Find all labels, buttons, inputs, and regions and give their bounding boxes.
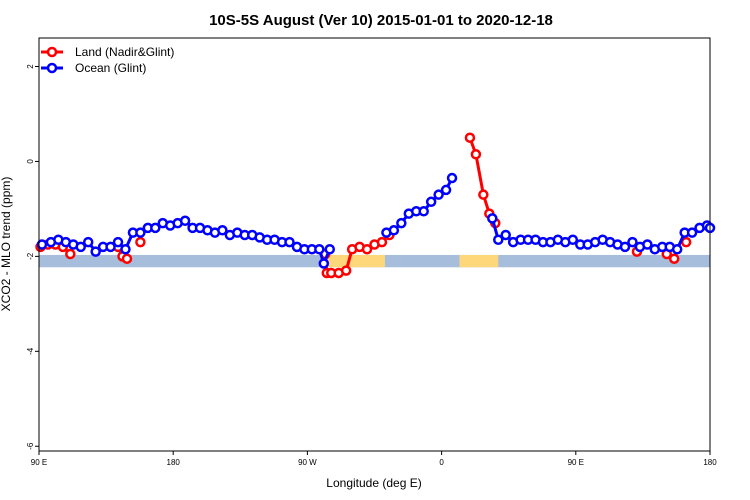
series-0-point-1-2: [121, 253, 133, 264]
series-1-point-0-9: [105, 241, 116, 253]
legend-swatch-ocean-marker: [46, 62, 58, 74]
legend-label-land: Land (Nadir&Glint): [75, 45, 174, 59]
series-1-point-1-5: [418, 206, 429, 217]
series-1-point-2-21: [642, 239, 653, 250]
series-1-point-0-6: [82, 236, 94, 248]
series-1-point-0-39: [324, 243, 336, 255]
series-1-point-0-15: [150, 222, 161, 234]
y-tick-label-2: -2: [26, 252, 35, 260]
x-tick-label-4: 90 E: [568, 458, 584, 467]
series-1-point-2-27: [686, 227, 698, 238]
series-1-point-0-38: [318, 258, 330, 269]
series-1-point-0-19: [179, 215, 191, 227]
series-0-point-2-0: [135, 236, 146, 248]
x-axis: 90 E 180 90 W 0 90 E 180: [31, 451, 717, 467]
series-0-point-0-4: [65, 248, 76, 260]
x-tick-label-5: 180: [703, 458, 717, 467]
band-layer: [39, 254, 710, 268]
series-0-point-4-0: [464, 132, 476, 143]
series-1-point-1-7: [433, 189, 444, 200]
y-axis-label: XCO2 - MLO trend (ppm): [0, 177, 13, 312]
legend-label-ocean: Ocean (Glint): [75, 61, 146, 75]
legend-item-ocean: Ocean (Glint): [41, 61, 146, 75]
series-0-point-4-2: [478, 189, 489, 200]
series-1-point-1-2: [396, 217, 407, 229]
chart-title: 10S-5S August (Ver 10) 2015-01-01 to 202…: [209, 12, 553, 29]
series-0-point-3-4: [340, 265, 352, 276]
series-1-point-1-1: [388, 225, 400, 236]
series-1-point-1-8: [440, 184, 452, 196]
series-1-point-2-0: [487, 213, 498, 224]
series-1-point-0-33: [284, 236, 295, 248]
series-1-point-0-24: [217, 225, 228, 236]
series-1-point-0-11: [120, 243, 131, 255]
x-axis-label: Longitude (deg E): [326, 476, 421, 490]
series-1-point-2-1: [493, 234, 504, 246]
x-tick-label-1: 180: [167, 458, 181, 467]
legend-item-land: Land (Nadir&Glint): [41, 45, 174, 59]
y-tick-label-0: 2: [26, 64, 35, 69]
series-1-point-0-13: [135, 227, 146, 238]
legend-swatch-land-marker: [46, 46, 58, 58]
y-tick-label-1: 0: [26, 159, 35, 164]
series-1-point-2-18: [619, 241, 631, 253]
series-1-point-0-37: [314, 243, 325, 255]
series-0-point-6-1: [668, 253, 680, 264]
series-1-point-0-7: [90, 246, 101, 257]
land-band-segment-0: [325, 254, 385, 268]
x-tick-label-2: 90 W: [298, 458, 317, 467]
series-0-point-3-7: [361, 243, 373, 255]
series-1-point-0-10: [112, 236, 124, 248]
series-0-point-7-0: [680, 236, 692, 248]
series-1: [36, 172, 716, 269]
y-axis: 2 0 -2 -4 -6: [26, 64, 39, 450]
series-1-point-1-9: [446, 172, 458, 184]
series-1-point-2-2: [500, 229, 511, 241]
y-tick-label-4: -6: [26, 442, 35, 450]
series-1-line-1: [385, 177, 454, 235]
legend: Land (Nadir&Glint) Ocean (Glint): [41, 45, 174, 75]
series-1-point-0-0: [36, 239, 48, 250]
plot-frame: [38, 37, 711, 452]
series-1-point-2-11: [567, 234, 579, 246]
series-1-point-2-19: [627, 236, 638, 248]
x-tick-label-0: 90 E: [31, 458, 47, 467]
series-0-point-3-9: [376, 236, 388, 248]
y-tick-label-3: -4: [26, 347, 35, 355]
series-1-point-0-5: [75, 241, 87, 253]
series-1-point-1-6: [425, 196, 437, 208]
x-tick-label-3: 0: [439, 458, 444, 467]
series-layer: [35, 132, 716, 279]
series-1-point-2-25: [671, 243, 683, 255]
series-0-point-4-1: [470, 149, 482, 160]
land-band-segment-1: [459, 254, 499, 268]
